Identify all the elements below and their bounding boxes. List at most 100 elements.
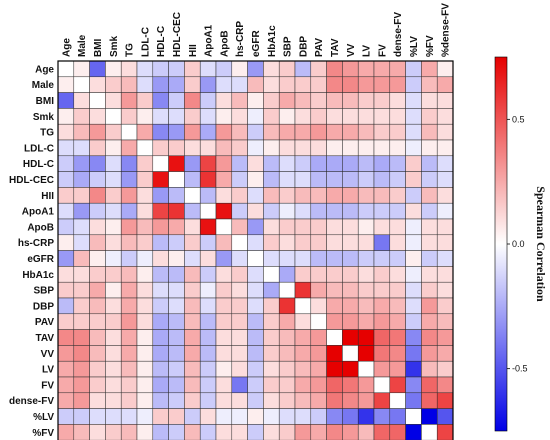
heatmap-cell-HDL-CEC-TG <box>120 171 138 188</box>
heatmap-cell-TAV-BMI <box>89 329 106 346</box>
row-label: hs-CRP <box>18 238 54 249</box>
heatmap-cell-FV-%dense-FV <box>436 376 454 394</box>
heatmap-cell-SBP-Age <box>57 281 75 299</box>
heatmap-cell-ApoB-TG <box>120 218 138 236</box>
heatmap-cell-hs-CRP-DBP <box>294 234 312 251</box>
heatmap-cell-PAV-dense-FV <box>389 313 406 330</box>
heatmap-cell-%LV-TAV <box>326 408 343 425</box>
heatmap-cell-TG-HDL-CEC <box>168 123 185 141</box>
heatmap-cell-LDL-C-PAV <box>310 139 327 157</box>
heatmap-cell-DBP-BMI <box>89 297 106 315</box>
column-label: %LV <box>409 36 420 57</box>
heatmap-cell-ApoA1-%LV <box>405 202 422 220</box>
heatmap-cell-TG-DBP <box>294 123 312 141</box>
heatmap-cell-hs-CRP-ApoB <box>215 234 233 251</box>
heatmap-cell-VV-HDL-CEC <box>168 345 185 362</box>
heatmap-cell-HDL-CEC-%FV <box>421 171 438 188</box>
heatmap-cell-Age-VV <box>342 60 359 78</box>
heatmap-cell-HII-SBP <box>278 187 296 204</box>
column-label: Age <box>61 38 72 57</box>
heatmap-cell-Smk-FV <box>373 108 391 125</box>
heatmap-cell-DBP-VV <box>342 297 359 315</box>
heatmap-cell-Age-SBP <box>278 60 296 78</box>
heatmap-cell-ApoB-Male <box>73 218 90 236</box>
row-label: eGFR <box>27 254 54 265</box>
heatmap-cell-Smk-ApoB <box>215 108 233 125</box>
heatmap-cell-%FV-BMI <box>89 424 106 440</box>
heatmap-cell-eGFR-HDL-C <box>152 250 169 267</box>
heatmap-cell-BMI-HbA1c <box>263 92 280 109</box>
heatmap-cell-Smk-ApoA1 <box>199 108 217 125</box>
heatmap-cell-%FV-hs-CRP <box>231 424 248 440</box>
heatmap-cell-Smk-hs-CRP <box>231 108 248 125</box>
heatmap-cell-TAV-%LV <box>405 329 422 346</box>
heatmap-cell-HII-HDL-C <box>152 187 169 204</box>
row-label: HII <box>41 191 54 202</box>
heatmap-cell-VV-hs-CRP <box>231 345 248 362</box>
heatmap-cell-BMI-TAV <box>326 92 343 109</box>
heatmap-cell-SBP-SBP <box>278 281 296 299</box>
heatmap-cell-eGFR-Male <box>73 250 90 267</box>
heatmap-cell-dense-FV-%dense-FV <box>436 392 454 409</box>
heatmap-cell-FV-SBP <box>278 376 296 394</box>
heatmap-cell-PAV-HII <box>184 313 201 330</box>
heatmap-cell-ApoB-DBP <box>294 218 312 236</box>
heatmap-cell-ApoB-VV <box>342 218 359 236</box>
row-label: %FV <box>32 428 54 439</box>
heatmap-cell-PAV-FV <box>373 313 391 330</box>
heatmap-cell-ApoA1-SBP <box>278 202 296 220</box>
heatmap-cell-Smk-PAV <box>310 108 327 125</box>
heatmap-cell-VV-ApoA1 <box>199 345 217 362</box>
heatmap-cell-TAV-%FV <box>421 329 438 346</box>
heatmap-cell-Age-Smk <box>105 60 122 78</box>
heatmap-cell-BMI-ApoB <box>215 92 233 109</box>
heatmap-cell-%LV-TG <box>120 408 138 425</box>
heatmap-cell-DBP-DBP <box>294 297 312 315</box>
heatmap-cell-HII-%LV <box>405 187 422 204</box>
column-label: ApoA1 <box>204 24 215 57</box>
heatmap-cell-SBP-hs-CRP <box>231 281 248 299</box>
heatmap-cell-HbA1c-%FV <box>421 266 438 283</box>
heatmap-cell-FV-LDL-C <box>136 376 154 394</box>
heatmap-cell-HDL-CEC-eGFR <box>247 171 264 188</box>
heatmap-cell-BMI-PAV <box>310 92 327 109</box>
heatmap-cell-HbA1c-VV <box>342 266 359 283</box>
heatmap-cell-PAV-TAV <box>326 313 343 330</box>
heatmap-cell-%LV-%LV <box>405 408 422 425</box>
heatmap-cell-SBP-HII <box>184 281 201 299</box>
heatmap-cell-%LV-Smk <box>105 408 122 425</box>
heatmap-cell-HbA1c-BMI <box>89 266 106 283</box>
heatmap-cell-BMI-LV <box>357 92 375 109</box>
heatmap-cell-ApoA1-dense-FV <box>389 202 406 220</box>
heatmap-cell-BMI-ApoA1 <box>199 92 217 109</box>
heatmap-cell-ApoB-HbA1c <box>263 218 280 236</box>
heatmap-cell-Age-BMI <box>89 60 106 78</box>
heatmap-cell-dense-FV-TAV <box>326 392 343 409</box>
heatmap-cell-SBP-Male <box>73 281 90 299</box>
heatmap-cell-TG-%LV <box>405 123 422 141</box>
heatmap-cell-TAV-eGFR <box>247 329 264 346</box>
heatmap-cell-LV-LDL-C <box>136 360 154 378</box>
heatmap-cell-%FV-TG <box>120 424 138 440</box>
heatmap-cell-VV-TG <box>120 345 138 362</box>
heatmap-cell-HDL-CEC-HDL-CEC <box>168 171 185 188</box>
heatmap-cell-dense-FV-Age <box>57 392 75 409</box>
heatmap-cell-LV-HDL-CEC <box>168 360 185 378</box>
column-label: Male <box>77 34 88 57</box>
heatmap-cell-DBP-SBP <box>278 297 296 315</box>
heatmap-cell-BMI-HDL-C <box>152 92 169 109</box>
heatmap-cell-SBP-%dense-FV <box>436 281 454 299</box>
heatmap-cell-%LV-HII <box>184 408 201 425</box>
heatmap-cell-HDL-C-TAV <box>326 155 343 172</box>
heatmap-cell-DBP-Male <box>73 297 90 315</box>
heatmap-cell-eGFR-ApoB <box>215 250 233 267</box>
heatmap-cell-eGFR-Age <box>57 250 75 267</box>
heatmap-cell-%FV-TAV <box>326 424 343 440</box>
heatmap-cell-FV-ApoA1 <box>199 376 217 394</box>
heatmap-cell-Smk-BMI <box>89 108 106 125</box>
heatmap-cell-DBP-HDL-CEC <box>168 297 185 315</box>
row-label: ApoA1 <box>22 207 55 218</box>
heatmap-cell-HDL-CEC-ApoB <box>215 171 233 188</box>
heatmap-cell-HDL-C-hs-CRP <box>231 155 248 172</box>
heatmap-cell-VV-%dense-FV <box>436 345 454 362</box>
